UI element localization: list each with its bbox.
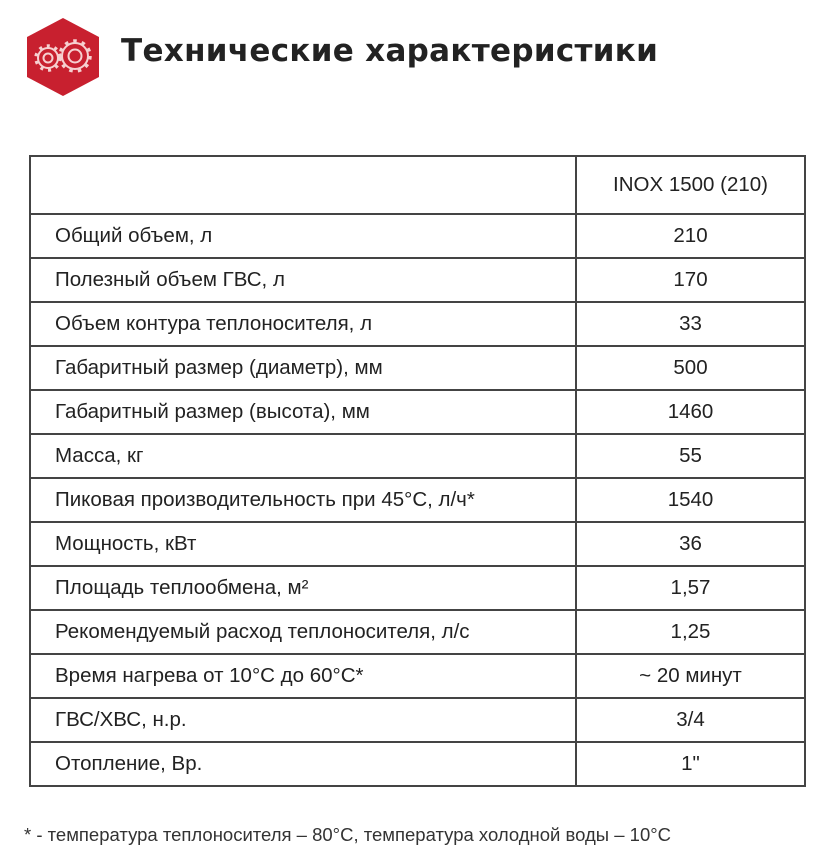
spec-value: 36	[575, 521, 806, 567]
table-row: Общий объем, л 210	[29, 213, 806, 259]
table-row: Объем контура теплоносителя, л 33	[29, 301, 806, 347]
spec-name: Масса, кг	[29, 433, 577, 479]
spec-name: Полезный объем ГВС, л	[29, 257, 577, 303]
spec-value: 170	[575, 257, 806, 303]
spec-value: 33	[575, 301, 806, 347]
spec-value: 1,57	[575, 565, 806, 611]
table-row: Мощность, кВт 36	[29, 521, 806, 567]
spec-table: INOX 1500 (210) Общий объем, л 210 Полезны…	[29, 155, 806, 787]
model-header: INOX 1500 (210)	[575, 155, 806, 215]
gears-hexagon-icon	[27, 18, 99, 96]
spec-name: Отопление, Вр.	[29, 741, 577, 787]
spec-value: 55	[575, 433, 806, 479]
spec-value: 3/4	[575, 697, 806, 743]
table-row: Рекомендуемый расход теплоносителя, л/с 1…	[29, 609, 806, 655]
table-row: Площадь теплообмена, м² 1,57	[29, 565, 806, 611]
table-row: Время нагрева от 10°C до 60°C* ~ 20 минут	[29, 653, 806, 699]
spec-name: Общий объем, л	[29, 213, 577, 259]
table-header-row: INOX 1500 (210)	[29, 155, 806, 215]
table-row: Масса, кг 55	[29, 433, 806, 479]
spec-name: Объем контура теплоносителя, л	[29, 301, 577, 347]
spec-value: 1540	[575, 477, 806, 523]
spec-name: Площадь теплообмена, м²	[29, 565, 577, 611]
table-row: Полезный объем ГВС, л 170	[29, 257, 806, 303]
spec-name: Мощность, кВт	[29, 521, 577, 567]
spec-value: 500	[575, 345, 806, 391]
page-title: Технические характеристики	[121, 33, 659, 69]
table-row: Отопление, Вр. 1"	[29, 741, 806, 787]
spec-name: Габаритный размер (высота), мм	[29, 389, 577, 435]
spec-name: Габаритный размер (диаметр), мм	[29, 345, 577, 391]
spec-value: 1"	[575, 741, 806, 787]
table-row: ГВС/ХВС, н.р. 3/4	[29, 697, 806, 743]
table-row: Пиковая производительность при 45°C, л/ч…	[29, 477, 806, 523]
header-empty-cell	[29, 155, 577, 215]
spec-value: 210	[575, 213, 806, 259]
spec-value: ~ 20 минут	[575, 653, 806, 699]
table-row: Габаритный размер (диаметр), мм 500	[29, 345, 806, 391]
table-row: Габаритный размер (высота), мм 1460	[29, 389, 806, 435]
spec-name: Рекомендуемый расход теплоносителя, л/с	[29, 609, 577, 655]
spec-name: ГВС/ХВС, н.р.	[29, 697, 577, 743]
spec-name: Пиковая производительность при 45°C, л/ч…	[29, 477, 577, 523]
spec-value: 1460	[575, 389, 806, 435]
footnote: * - температура теплоносителя – 80°C, те…	[24, 824, 671, 845]
spec-name: Время нагрева от 10°C до 60°C*	[29, 653, 577, 699]
spec-value: 1,25	[575, 609, 806, 655]
